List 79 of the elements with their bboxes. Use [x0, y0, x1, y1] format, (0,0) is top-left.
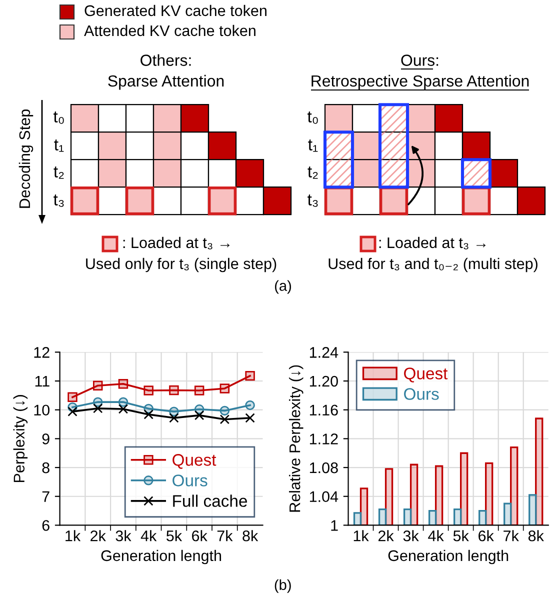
point	[144, 386, 154, 396]
text: Others: Sparse Attention	[108, 54, 224, 90]
point	[220, 414, 230, 424]
y-tick-label: 1.24	[310, 347, 338, 358]
y-tick-label: 7	[42, 491, 50, 502]
y-tick-label: 10	[34, 404, 50, 416]
text: : Loaded at t₃ →	[123, 236, 230, 250]
text: t₁	[54, 140, 64, 152]
x-tick-label: 4k	[428, 530, 444, 542]
y-tick-label: 1.12	[310, 434, 338, 444]
point	[194, 404, 204, 414]
y-tick-label: 11	[35, 376, 50, 387]
point	[194, 410, 204, 420]
legend-label: Full cache	[173, 494, 247, 507]
x-axis-title: Generation length	[388, 550, 508, 564]
point	[93, 397, 103, 407]
y-tick-label: 8	[42, 462, 50, 474]
point	[68, 406, 78, 416]
x-tick-label: 2k	[90, 530, 106, 542]
legend-label: Quest	[172, 454, 216, 469]
point	[118, 397, 128, 407]
text: t₀	[53, 112, 64, 124]
text: : Loaded at t₃ →	[379, 236, 486, 250]
point	[220, 384, 230, 394]
x-axis-title: Generation length	[101, 550, 222, 564]
legend-label: Quest	[404, 368, 448, 382]
y-tick-label: 1.08	[310, 462, 338, 474]
text: Decoding Step	[18, 110, 34, 208]
point	[144, 410, 154, 420]
y-tick-label: 1	[331, 520, 338, 531]
y-tick-label: 9	[42, 434, 50, 444]
text: t₀	[307, 112, 318, 124]
point	[245, 370, 255, 381]
x-tick-label: 3k	[403, 530, 419, 542]
y-axis-title: Relative Perplexity (↓)	[289, 365, 304, 512]
legend-label: Ours	[404, 388, 439, 400]
point	[93, 404, 103, 414]
y-tick-label: 1.04	[310, 491, 338, 502]
y-tick-label: 12	[34, 347, 50, 358]
text: (a)	[274, 280, 292, 294]
text: Generated KV cache token	[84, 4, 266, 16]
point	[118, 404, 128, 414]
x-tick-label: 1k	[66, 530, 81, 542]
x-tick-label: 6k	[192, 530, 208, 542]
text: t₂	[54, 166, 64, 179]
text: (b)	[274, 579, 291, 593]
text: Used for t₃ and t₀₋₂ (multi step)	[328, 258, 538, 272]
point	[245, 413, 255, 423]
y-tick-label: 6	[42, 520, 50, 531]
point	[245, 400, 255, 410]
text: Attended KV cache token	[84, 24, 256, 36]
text: Ours: Retrospective Sparse Attention	[312, 54, 529, 90]
y-tick-label: 1.16	[310, 404, 338, 416]
point	[93, 380, 103, 390]
text: Used only for t₃ (single step)	[86, 258, 276, 272]
x-tick-label: 1k	[354, 530, 369, 542]
x-tick-label: 4k	[140, 530, 157, 542]
point	[194, 386, 204, 396]
text: t₂	[308, 166, 318, 179]
x-tick-label: 7k	[217, 530, 233, 542]
y-tick-label: 1.20	[310, 376, 338, 387]
x-tick-label: 8k	[242, 530, 258, 542]
x-tick-label: 2k	[378, 530, 394, 542]
x-tick-label: 5k	[453, 530, 469, 542]
x-tick-label: 3k	[116, 530, 132, 542]
y-axis-title: Perplexity (↓)	[13, 395, 28, 482]
text: t₃	[54, 194, 64, 207]
x-tick-label: 6k	[478, 530, 494, 542]
legend-label: Ours	[172, 474, 208, 486]
x-tick-label: 7k	[504, 530, 519, 542]
point	[220, 406, 230, 416]
x-tick-label: 8k	[528, 530, 544, 542]
point	[169, 413, 179, 423]
point	[68, 392, 78, 402]
x-tick-label: 5k	[166, 530, 182, 542]
text: t₁	[308, 140, 318, 152]
point	[118, 379, 128, 389]
text: t₃	[308, 194, 318, 207]
point	[169, 385, 179, 396]
